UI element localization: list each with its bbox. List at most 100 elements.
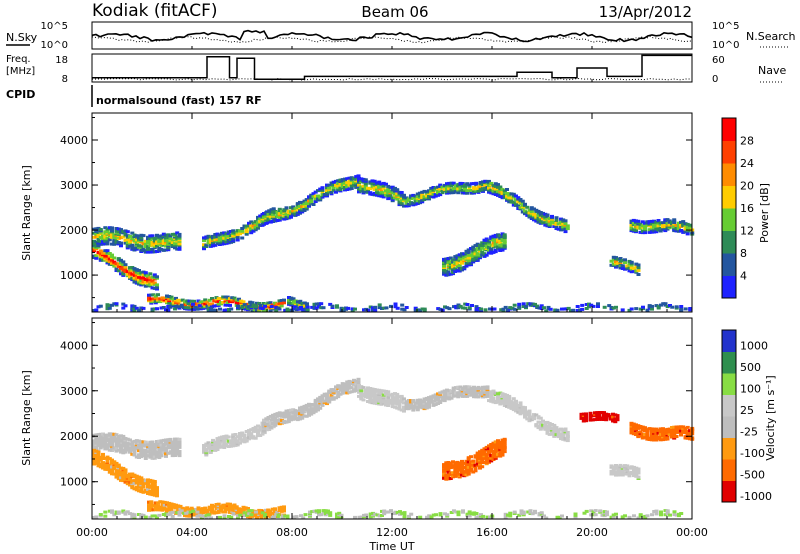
power-cell (143, 278, 148, 281)
power-cell (312, 302, 317, 306)
power-cell (92, 235, 96, 239)
velocity-cell (215, 446, 220, 450)
power-cell (94, 240, 99, 244)
power-cell (210, 297, 214, 300)
freq-label-1: Freq. (6, 54, 31, 65)
power-cell (153, 294, 158, 298)
velocity-cell (157, 439, 162, 443)
velocity-cell (247, 431, 251, 435)
power-cell (101, 234, 105, 238)
velocity-cell (532, 413, 536, 417)
power-cell (249, 303, 254, 307)
power-heatmap (92, 174, 695, 313)
velocity-cell (173, 437, 177, 441)
power-cell (130, 266, 135, 269)
velocity-cell (581, 419, 586, 423)
velocity-cell (489, 449, 494, 453)
noise-right-tick-bottom: 10^0 (712, 40, 739, 51)
power-cell (107, 304, 112, 308)
power-cell (456, 187, 461, 191)
power-cell (466, 253, 471, 257)
power-cell (275, 213, 280, 217)
power-cell (496, 238, 500, 242)
power-cell (670, 305, 675, 309)
power-cell (399, 199, 404, 203)
velocity-cell (438, 512, 443, 516)
velocity-cell (388, 399, 393, 402)
velocity-cell (110, 432, 114, 436)
velocity-cell (500, 449, 505, 453)
power-cell (523, 209, 527, 213)
power-cell (413, 309, 418, 313)
power-cell (155, 307, 159, 311)
velocity-cell (368, 391, 373, 395)
power-cell (105, 236, 110, 240)
velocity-cell (380, 509, 384, 513)
velocity-cell (536, 415, 541, 419)
velocity-cell (390, 392, 395, 396)
power-cell (685, 225, 690, 229)
power-cell (448, 272, 453, 276)
power-colorbar-label: Power [dB] (758, 183, 771, 243)
power-cell (543, 223, 548, 227)
power-cell (643, 231, 647, 235)
velocity-cell (229, 444, 233, 448)
velocity-cell (543, 421, 548, 424)
power-cell (271, 220, 275, 223)
power-cell (498, 234, 503, 238)
velocity-cell (114, 464, 119, 468)
power-cell (175, 235, 180, 239)
velocity-cell (156, 501, 160, 505)
velocity-cell (386, 395, 391, 399)
velocity-cell (404, 400, 409, 404)
power-cell (487, 186, 491, 190)
velocity-cell (375, 393, 379, 397)
power-cell (556, 227, 561, 231)
freq-label-2: [MHz] (6, 66, 35, 77)
velocity-cell (103, 433, 108, 437)
velocity-cell (119, 438, 123, 442)
velocity-cell (487, 451, 491, 455)
power-cell (213, 233, 218, 236)
velocity-cell (96, 444, 101, 447)
velocity-cell (96, 433, 101, 437)
velocity-cell (446, 473, 451, 477)
power-cell (182, 306, 186, 310)
power-cell (207, 302, 212, 306)
velocity-cell (652, 437, 656, 441)
power-cell (474, 187, 479, 191)
power-cell (94, 227, 99, 231)
power-cell (217, 233, 222, 237)
power-cell (334, 190, 338, 194)
power-cell (381, 191, 386, 195)
power-cell (395, 188, 400, 192)
power-cell (105, 254, 110, 258)
velocity-cell (481, 392, 485, 396)
power-cell (656, 224, 661, 228)
velocity-cell (222, 441, 227, 445)
velocity-cell (676, 425, 681, 429)
power-cell (233, 231, 238, 235)
power-cell (177, 232, 182, 236)
power-cell (237, 301, 241, 305)
power-cell (197, 304, 202, 308)
power-cell (130, 243, 135, 247)
velocity-cell (164, 454, 168, 458)
power-cell (533, 302, 537, 306)
velocity-cell (143, 457, 148, 460)
velocity-cell (161, 447, 166, 451)
power-cell (196, 302, 201, 306)
velocity-cell (132, 481, 137, 485)
velocity-cell (402, 405, 406, 409)
power-cell (292, 307, 297, 311)
power-cell (431, 195, 436, 199)
power-cell (249, 231, 254, 235)
velocity-cell (683, 429, 688, 433)
velocity-cell (438, 391, 443, 395)
power-cell (256, 224, 260, 227)
power-cell (258, 219, 263, 223)
velocity-cell (155, 444, 159, 448)
power-cell (400, 307, 405, 311)
power-cell (565, 227, 570, 231)
power-cell (268, 212, 273, 216)
